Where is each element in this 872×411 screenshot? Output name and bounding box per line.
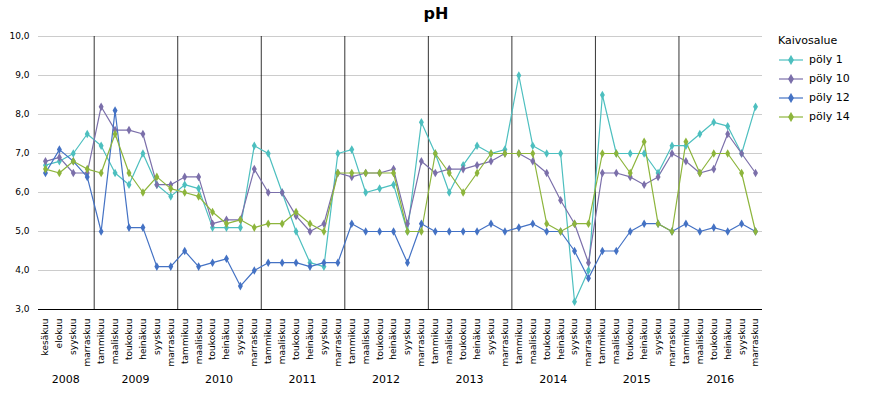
- html-text:2010: 2010: [205, 373, 233, 386]
- svg-text:marraskuu: marraskuu: [166, 319, 176, 367]
- svg-text:10,0: 10,0: [9, 31, 29, 41]
- svg-text:syyskuu: syyskuu: [152, 319, 162, 355]
- svg-text:8,0: 8,0: [15, 109, 30, 119]
- svg-text:heinäkuu: heinäkuu: [723, 319, 733, 360]
- svg-text:syyskuu: syyskuu: [319, 319, 329, 355]
- svg-text:syyskuu: syyskuu: [736, 319, 746, 355]
- svg-text:heinäkuu: heinäkuu: [138, 319, 148, 360]
- svg-text:heinäkuu: heinäkuu: [388, 319, 398, 360]
- svg-text:toukokuu: toukokuu: [542, 319, 552, 360]
- svg-text:maaliskuu: maaliskuu: [277, 319, 287, 365]
- svg-text:6,0: 6,0: [15, 187, 30, 197]
- html-text:pH: pH: [423, 4, 449, 23]
- html-text:2015: 2015: [622, 373, 651, 386]
- svg-text:toukokuu: toukokuu: [709, 319, 719, 360]
- svg-text:maaliskuu: maaliskuu: [361, 319, 371, 365]
- svg-text:maaliskuu: maaliskuu: [695, 319, 705, 365]
- svg-text:toukokuu: toukokuu: [207, 319, 217, 360]
- svg-text:maaliskuu: maaliskuu: [444, 319, 454, 365]
- svg-text:maaliskuu: maaliskuu: [528, 319, 538, 365]
- html-text:pöly 14: pöly 14: [809, 110, 850, 123]
- svg-text:9,0: 9,0: [15, 70, 30, 80]
- html-text:2014: 2014: [539, 373, 568, 386]
- svg-text:marraskuu: marraskuu: [583, 319, 593, 367]
- svg-text:syyskuu: syyskuu: [68, 319, 78, 355]
- html-text:2011: 2011: [288, 373, 317, 386]
- svg-text:toukokuu: toukokuu: [124, 319, 134, 360]
- svg-text:kesäkuu: kesäkuu: [40, 319, 50, 356]
- svg-text:marraskuu: marraskuu: [667, 319, 677, 367]
- svg-text:elokuu: elokuu: [54, 319, 64, 349]
- svg-text:5,0: 5,0: [15, 226, 30, 236]
- html-text:2008: 2008: [51, 373, 80, 386]
- html-text:pöly 10: pöly 10: [809, 72, 850, 85]
- svg-text:marraskuu: marraskuu: [416, 319, 426, 367]
- svg-text:tammikuu: tammikuu: [597, 319, 607, 364]
- html-text:2009: 2009: [121, 373, 150, 386]
- svg-text:heinäkuu: heinäkuu: [221, 319, 231, 360]
- svg-text:tammikuu: tammikuu: [180, 319, 190, 364]
- svg-text:4,0: 4,0: [15, 265, 30, 275]
- svg-text:tammikuu: tammikuu: [430, 319, 440, 364]
- svg-text:heinäkuu: heinäkuu: [305, 319, 315, 360]
- html-text:2013: 2013: [455, 373, 484, 386]
- svg-text:toukokuu: toukokuu: [458, 319, 468, 360]
- svg-text:heinäkuu: heinäkuu: [639, 319, 649, 360]
- svg-text:syyskuu: syyskuu: [486, 319, 496, 355]
- svg-text:marraskuu: marraskuu: [82, 319, 92, 367]
- svg-text:maaliskuu: maaliskuu: [611, 319, 621, 365]
- svg-text:toukokuu: toukokuu: [291, 319, 301, 360]
- html-text:pöly 12: pöly 12: [809, 91, 850, 104]
- svg-text:marraskuu: marraskuu: [500, 319, 510, 367]
- svg-text:tammikuu: tammikuu: [514, 319, 524, 364]
- svg-text:syyskuu: syyskuu: [402, 319, 412, 355]
- svg-text:marraskuu: marraskuu: [750, 319, 760, 367]
- svg-text:marraskuu: marraskuu: [333, 319, 343, 367]
- svg-text:syyskuu: syyskuu: [653, 319, 663, 355]
- html-text:Kaivosalue: Kaivosalue: [778, 34, 838, 47]
- svg-text:maaliskuu: maaliskuu: [110, 319, 120, 365]
- svg-text:marraskuu: marraskuu: [249, 319, 259, 367]
- svg-text:7,0: 7,0: [15, 148, 30, 158]
- svg-text:tammikuu: tammikuu: [263, 319, 273, 364]
- svg-text:heinäkuu: heinäkuu: [555, 319, 565, 360]
- svg-text:maaliskuu: maaliskuu: [193, 319, 203, 365]
- svg-text:toukokuu: toukokuu: [625, 319, 635, 360]
- svg-text:syyskuu: syyskuu: [569, 319, 579, 355]
- svg-text:syyskuu: syyskuu: [235, 319, 245, 355]
- svg-text:toukokuu: toukokuu: [374, 319, 384, 360]
- html-text:2016: 2016: [706, 373, 735, 386]
- svg-text:tammikuu: tammikuu: [347, 319, 357, 364]
- html-text:2012: 2012: [372, 373, 401, 386]
- svg-text:heinäkuu: heinäkuu: [472, 319, 482, 360]
- html-text:pöly 1: pöly 1: [809, 53, 843, 66]
- svg-text:tammikuu: tammikuu: [681, 319, 691, 364]
- svg-text:3,0: 3,0: [15, 304, 30, 314]
- svg-text:tammikuu: tammikuu: [96, 319, 106, 364]
